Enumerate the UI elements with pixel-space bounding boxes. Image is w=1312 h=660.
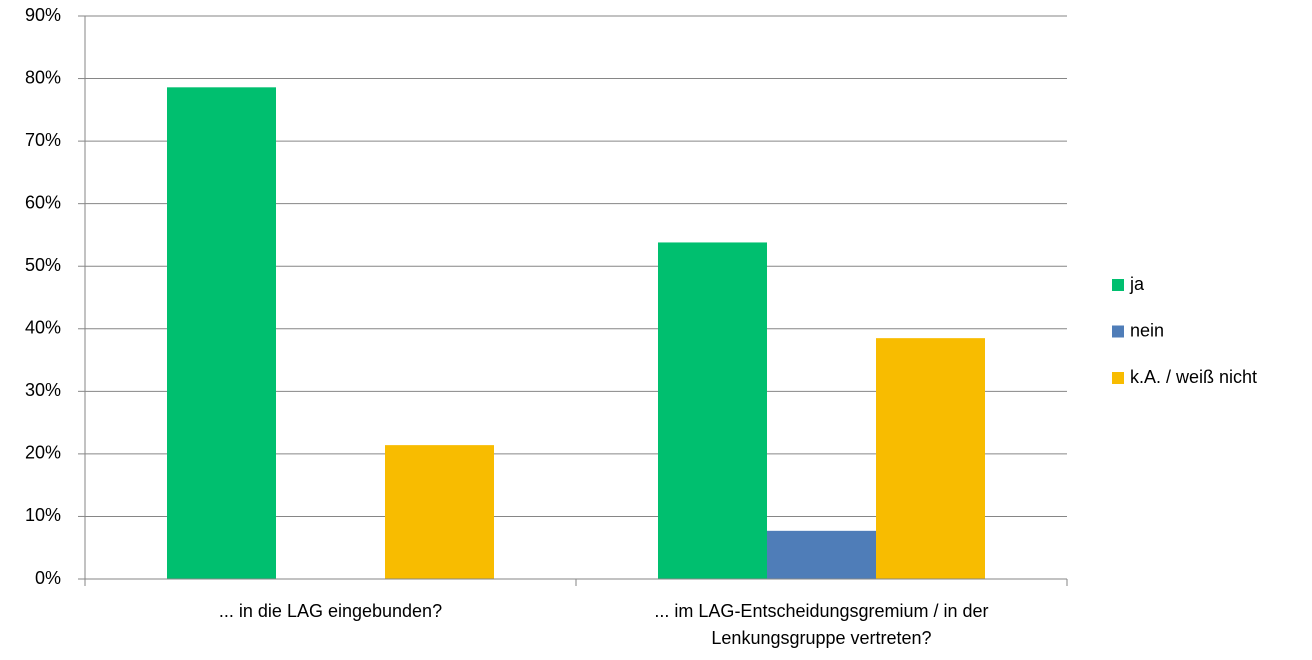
y-tick-label: 70% bbox=[25, 130, 61, 150]
bar bbox=[766, 530, 877, 579]
y-tick-label: 60% bbox=[25, 192, 61, 212]
y-tick-label: 40% bbox=[25, 318, 61, 338]
y-tick-label: 90% bbox=[25, 5, 61, 25]
x-tick-label: ... im LAG-Entscheidungsgremium / in der… bbox=[654, 601, 989, 648]
y-tick-label: 20% bbox=[25, 443, 61, 463]
legend-label: ja bbox=[1129, 274, 1145, 294]
bar bbox=[876, 338, 986, 579]
y-tick-label: 10% bbox=[25, 505, 61, 525]
legend-swatch bbox=[1112, 279, 1124, 291]
bar bbox=[385, 445, 495, 579]
legend-swatch bbox=[1112, 325, 1124, 338]
legend-label: k.A. / weiß nicht bbox=[1130, 367, 1257, 387]
y-tick-label: 30% bbox=[25, 380, 61, 400]
legend-label: nein bbox=[1130, 320, 1164, 340]
y-tick-label: 0% bbox=[35, 568, 61, 588]
y-tick-label: 50% bbox=[25, 255, 61, 275]
bar bbox=[657, 242, 767, 579]
bar bbox=[166, 87, 276, 580]
y-tick-label: 80% bbox=[25, 67, 61, 87]
legend-swatch bbox=[1112, 372, 1124, 384]
x-tick-label: ... in die LAG eingebunden? bbox=[218, 601, 443, 621]
